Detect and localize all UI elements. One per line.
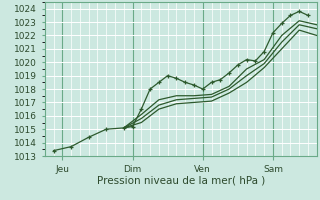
X-axis label: Pression niveau de la mer( hPa ): Pression niveau de la mer( hPa )	[97, 175, 265, 185]
